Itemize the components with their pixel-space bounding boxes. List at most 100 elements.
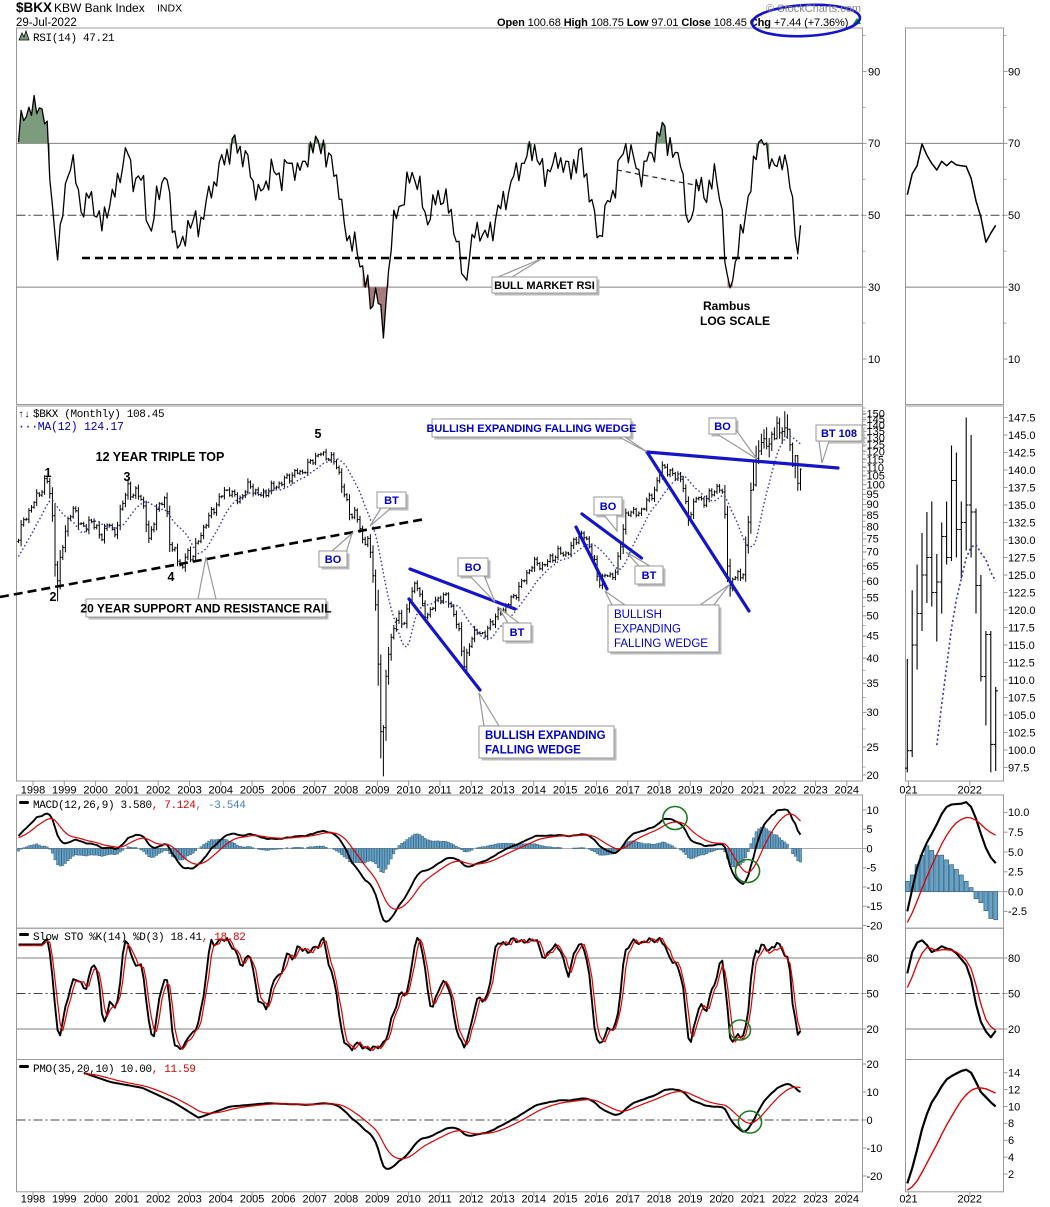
svg-text:2002: 2002	[146, 1194, 170, 1206]
svg-text:4: 4	[1008, 1152, 1014, 1164]
svg-text:BT: BT	[642, 570, 657, 582]
svg-text:0: 0	[867, 843, 873, 855]
svg-text:70: 70	[1008, 138, 1020, 150]
svg-text:85: 85	[867, 510, 879, 522]
svg-text:2016: 2016	[584, 785, 608, 797]
svg-text:Slow STO %K(14) %D(3) 18.41, 1: Slow STO %K(14) %D(3) 18.41, 18.82	[33, 932, 246, 944]
svg-text:$BKX: $BKX	[16, 0, 52, 15]
svg-text:2011: 2011	[428, 1194, 452, 1206]
svg-text:MACD(12,26,9) 3.580, 7.124, -3: MACD(12,26,9) 3.580, 7.124, -3.544	[33, 800, 246, 812]
svg-text:115.0: 115.0	[1008, 640, 1035, 652]
svg-text:2014: 2014	[522, 1194, 546, 1206]
svg-text:2: 2	[1008, 1169, 1014, 1181]
svg-text:-15: -15	[867, 901, 883, 913]
svg-text:2008: 2008	[334, 785, 358, 797]
svg-text:2015: 2015	[553, 785, 577, 797]
svg-text:100: 100	[867, 480, 885, 492]
svg-text:2021: 2021	[741, 1194, 765, 1206]
svg-text:20: 20	[867, 1059, 879, 1071]
svg-text:10: 10	[1008, 354, 1020, 366]
svg-text:40: 40	[867, 653, 879, 665]
svg-text:2022: 2022	[958, 1194, 982, 1206]
svg-text:↑↓: ↑↓	[18, 410, 30, 421]
svg-text:90: 90	[867, 499, 879, 511]
svg-text:1: 1	[45, 466, 52, 480]
svg-text:1999: 1999	[52, 1194, 76, 1206]
svg-text:2003: 2003	[177, 785, 201, 797]
svg-text:2019: 2019	[678, 785, 702, 797]
svg-text:80: 80	[867, 953, 879, 965]
svg-text:2017: 2017	[615, 1194, 639, 1206]
svg-text:50: 50	[1008, 210, 1020, 222]
svg-text:50: 50	[867, 988, 879, 1000]
svg-text:021: 021	[899, 785, 917, 797]
svg-text:2007: 2007	[302, 785, 326, 797]
svg-text:2004: 2004	[209, 785, 233, 797]
svg-text:10: 10	[1008, 1101, 1020, 1113]
svg-text:132.5: 132.5	[1008, 517, 1036, 529]
svg-text:4: 4	[168, 570, 175, 584]
svg-text:140: 140	[867, 420, 885, 432]
svg-text:1999: 1999	[52, 785, 76, 797]
svg-text:2016: 2016	[584, 1194, 608, 1206]
svg-text:2017: 2017	[615, 785, 639, 797]
svg-text:65: 65	[867, 561, 879, 573]
svg-text:KBW Bank Index: KBW Bank Index	[54, 1, 145, 15]
svg-text:-2.5: -2.5	[1008, 906, 1027, 918]
svg-text:30: 30	[867, 707, 879, 719]
svg-text:50: 50	[867, 611, 879, 623]
svg-text:120: 120	[867, 447, 885, 459]
svg-text:BULL MARKET RSI: BULL MARKET RSI	[494, 280, 595, 292]
svg-text:137.5: 137.5	[1008, 482, 1036, 494]
svg-text:2019: 2019	[678, 1194, 702, 1206]
svg-text:5.0: 5.0	[1008, 847, 1023, 859]
svg-text:-5: -5	[867, 863, 877, 875]
svg-text:BULLISH EXPANDING FALLING WEDG: BULLISH EXPANDING FALLING WEDGE	[426, 423, 636, 435]
svg-text:20 YEAR SUPPORT AND RESISTANCE: 20 YEAR SUPPORT AND RESISTANCE RAIL	[80, 601, 331, 615]
svg-text:140.0: 140.0	[1008, 465, 1036, 477]
svg-text:80: 80	[1008, 953, 1020, 965]
svg-text:12: 12	[1008, 1084, 1020, 1096]
svg-text:Rambus: Rambus	[703, 299, 751, 313]
svg-text:10: 10	[868, 354, 880, 366]
svg-text:122.5: 122.5	[1008, 587, 1036, 599]
svg-text:2008: 2008	[334, 1194, 358, 1206]
svg-text:2018: 2018	[647, 1194, 671, 1206]
svg-text:30: 30	[1008, 282, 1020, 294]
svg-text:2020: 2020	[709, 1194, 733, 1206]
svg-text:29-Jul-2022: 29-Jul-2022	[16, 17, 77, 29]
svg-text:FALLING WEDGE: FALLING WEDGE	[614, 638, 708, 650]
svg-text:0: 0	[867, 1115, 873, 1127]
svg-text:12 YEAR TRIPLE TOP: 12 YEAR TRIPLE TOP	[96, 450, 225, 464]
svg-text:2021: 2021	[741, 785, 765, 797]
svg-text:2010: 2010	[396, 785, 420, 797]
svg-text:BT: BT	[384, 495, 399, 507]
svg-text:2012: 2012	[459, 1194, 483, 1206]
svg-text:6: 6	[1008, 1135, 1014, 1147]
svg-text:Open 100.68 High 108.75 Low 97: Open 100.68 High 108.75 Low 97.01 Close …	[497, 17, 848, 29]
svg-text:20: 20	[867, 770, 879, 782]
svg-text:130.0: 130.0	[1008, 535, 1036, 547]
svg-text:45: 45	[867, 631, 879, 643]
svg-text:100.0: 100.0	[1008, 745, 1036, 757]
svg-text:BT: BT	[510, 627, 525, 639]
svg-text:···MA(12) 124.17: ···MA(12) 124.17	[18, 421, 124, 434]
svg-text:105.0: 105.0	[1008, 710, 1036, 722]
svg-text:70: 70	[867, 547, 879, 559]
svg-text:125.0: 125.0	[1008, 570, 1036, 582]
svg-text:25: 25	[867, 742, 879, 754]
svg-text:2018: 2018	[647, 785, 671, 797]
svg-text:142.5: 142.5	[1008, 447, 1036, 459]
svg-text:BULLISH: BULLISH	[614, 609, 662, 621]
svg-text:135.0: 135.0	[1008, 500, 1036, 512]
svg-text:BO: BO	[600, 501, 617, 513]
svg-text:2: 2	[50, 590, 57, 604]
svg-text:135: 135	[867, 426, 885, 438]
svg-text:30: 30	[868, 282, 880, 294]
svg-text:2011: 2011	[428, 785, 452, 797]
svg-text:5: 5	[315, 427, 322, 441]
svg-text:5: 5	[867, 824, 873, 836]
svg-text:2006: 2006	[271, 1194, 295, 1206]
svg-text:RSI(14) 47.21: RSI(14) 47.21	[33, 33, 115, 45]
svg-text:2022: 2022	[958, 785, 982, 797]
